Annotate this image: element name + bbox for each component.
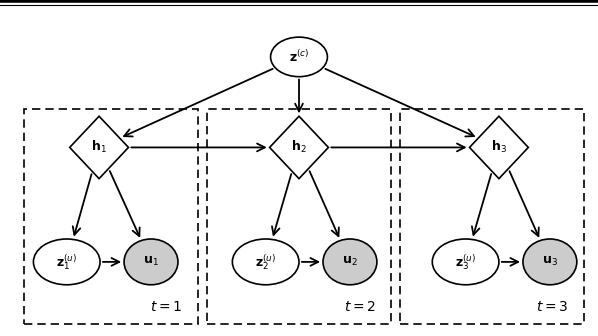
Bar <box>207 109 391 324</box>
Ellipse shape <box>432 239 499 285</box>
Bar <box>23 109 198 324</box>
Text: $\mathbf{h}_3$: $\mathbf{h}_3$ <box>491 139 507 156</box>
Text: $\mathbf{u}_2$: $\mathbf{u}_2$ <box>342 255 358 268</box>
Text: $\mathbf{h}_1$: $\mathbf{h}_1$ <box>91 139 107 156</box>
Text: $t = 3$: $t = 3$ <box>536 300 569 314</box>
Polygon shape <box>270 116 328 179</box>
Text: $\mathbf{z}_2^{(u)}$: $\mathbf{z}_2^{(u)}$ <box>255 252 276 272</box>
Ellipse shape <box>124 239 178 285</box>
Text: $\mathbf{h}_2$: $\mathbf{h}_2$ <box>291 139 307 156</box>
Text: $\mathbf{z}_3^{(u)}$: $\mathbf{z}_3^{(u)}$ <box>455 252 476 272</box>
Text: $\mathbf{u}_3$: $\mathbf{u}_3$ <box>542 255 558 268</box>
Text: $t = 1$: $t = 1$ <box>150 300 182 314</box>
Text: $\mathbf{z}_1^{(u)}$: $\mathbf{z}_1^{(u)}$ <box>56 252 77 272</box>
Text: $\mathbf{u}_1$: $\mathbf{u}_1$ <box>143 255 159 268</box>
Ellipse shape <box>33 239 100 285</box>
Text: $\mathbf{z}^{(c)}$: $\mathbf{z}^{(c)}$ <box>289 49 309 65</box>
Polygon shape <box>70 116 129 179</box>
Text: $t = 2$: $t = 2$ <box>344 300 376 314</box>
Ellipse shape <box>270 37 328 77</box>
Ellipse shape <box>233 239 299 285</box>
Bar <box>400 109 584 324</box>
Ellipse shape <box>523 239 577 285</box>
Ellipse shape <box>323 239 377 285</box>
Polygon shape <box>469 116 528 179</box>
